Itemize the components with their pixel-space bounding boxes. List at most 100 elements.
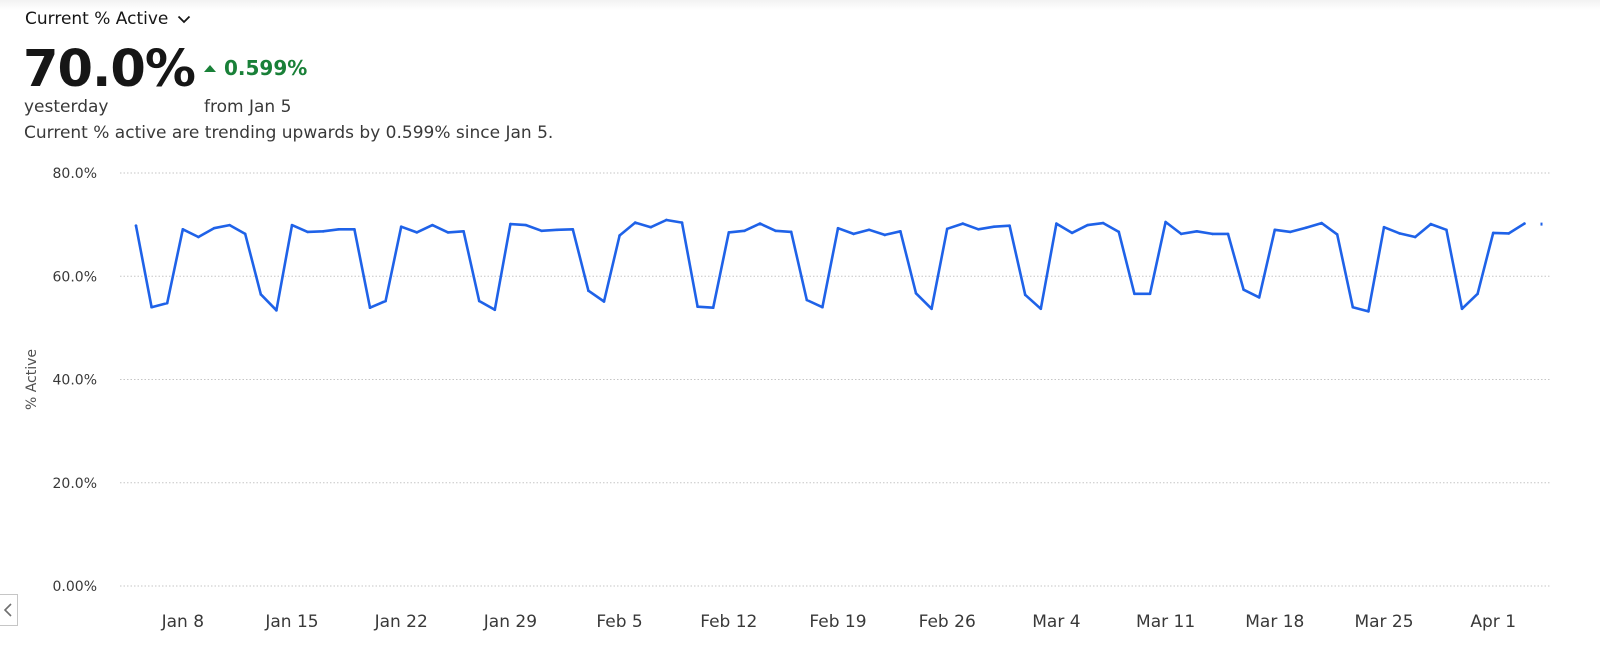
data-point bbox=[899, 230, 902, 233]
chevron-down-icon bbox=[178, 15, 191, 24]
data-point bbox=[165, 301, 169, 305]
data-point bbox=[1367, 310, 1370, 313]
data-point bbox=[384, 299, 387, 303]
metric-selector-label: Current % Active bbox=[25, 9, 169, 29]
x-tick-label: Mar 18 bbox=[1245, 612, 1304, 632]
data-point bbox=[446, 231, 450, 234]
data-point bbox=[1195, 230, 1199, 233]
data-point bbox=[1476, 292, 1479, 296]
data-point bbox=[883, 233, 887, 237]
data-point bbox=[290, 223, 294, 227]
data-point bbox=[306, 230, 309, 234]
data-point bbox=[524, 223, 528, 227]
delta-value: 0.599% bbox=[224, 56, 308, 80]
data-point bbox=[181, 227, 185, 231]
metric-selector[interactable]: Current % Active bbox=[25, 9, 192, 29]
data-point bbox=[1413, 235, 1417, 239]
y-axis-label: % Active bbox=[24, 349, 40, 410]
data-point bbox=[945, 227, 949, 231]
data-point bbox=[493, 308, 497, 312]
data-point bbox=[1398, 232, 1401, 235]
data-point bbox=[1039, 307, 1043, 311]
data-point bbox=[961, 222, 965, 225]
data-point bbox=[914, 291, 918, 295]
data-point bbox=[1460, 307, 1464, 311]
data-point bbox=[134, 224, 138, 227]
data-point bbox=[1117, 230, 1121, 234]
data-point bbox=[1023, 293, 1027, 297]
data-point bbox=[1226, 232, 1230, 236]
value-caption: yesterday bbox=[24, 97, 109, 117]
top-shadow bbox=[0, 0, 1600, 10]
data-point bbox=[321, 230, 325, 233]
data-point bbox=[509, 222, 512, 226]
data-point bbox=[1523, 222, 1526, 225]
line-chart: 0.00% 20.0% 40.0% 60.0% 80.0% % Active Jan 8 Ja… bbox=[24, 166, 1550, 632]
data-point bbox=[540, 229, 543, 233]
data-point bbox=[1320, 221, 1323, 225]
data-point bbox=[852, 232, 855, 236]
data-point bbox=[337, 227, 341, 231]
y-tick-label: 40.0% bbox=[53, 373, 97, 389]
data-point bbox=[1055, 222, 1058, 225]
data-point bbox=[399, 225, 403, 228]
data-point bbox=[1273, 228, 1277, 232]
x-tick-label: Feb 5 bbox=[596, 612, 642, 632]
data-point bbox=[243, 232, 247, 236]
x-tick-label: Apr 1 bbox=[1470, 612, 1516, 632]
data-point bbox=[571, 227, 575, 231]
data-point bbox=[805, 298, 809, 302]
x-tick-label: Mar 4 bbox=[1032, 612, 1080, 632]
x-tick-label: Jan 8 bbox=[161, 612, 204, 632]
x-tick-label: Feb 19 bbox=[809, 612, 866, 632]
data-point bbox=[1008, 224, 1011, 227]
x-tick-label: Feb 12 bbox=[700, 612, 757, 632]
trend-description: Current % active are trending upwards by… bbox=[24, 123, 554, 143]
data-point bbox=[680, 221, 684, 224]
delta-badge: 0.599% bbox=[204, 56, 307, 80]
data-point bbox=[555, 228, 559, 232]
back-button[interactable] bbox=[0, 594, 18, 626]
data-point bbox=[1335, 233, 1339, 236]
data-point bbox=[197, 235, 200, 239]
data-point bbox=[212, 226, 216, 230]
data-point bbox=[587, 289, 590, 293]
data-point bbox=[353, 227, 356, 231]
data-point bbox=[1507, 232, 1511, 235]
data-point bbox=[150, 305, 153, 309]
data-point bbox=[789, 230, 793, 234]
x-tick-label: Jan 22 bbox=[374, 612, 428, 632]
data-point bbox=[665, 218, 668, 222]
data-point bbox=[415, 231, 419, 234]
data-point bbox=[228, 223, 231, 227]
data-point bbox=[774, 229, 777, 233]
data-point bbox=[368, 306, 372, 310]
data-point bbox=[727, 231, 731, 234]
current-value: 70.0% bbox=[23, 40, 196, 99]
data-point bbox=[1445, 228, 1448, 232]
x-tick-label: Mar 25 bbox=[1354, 612, 1413, 632]
data-point bbox=[1179, 232, 1183, 236]
data-point bbox=[821, 305, 824, 309]
delta-caption: from Jan 5 bbox=[204, 97, 292, 117]
data-point bbox=[633, 221, 637, 224]
x-tick-label: Mar 11 bbox=[1136, 612, 1195, 632]
data-point bbox=[1429, 222, 1433, 226]
data-point bbox=[1086, 223, 1089, 227]
data-point bbox=[259, 293, 263, 296]
x-tick-label: Jan 29 bbox=[483, 612, 537, 632]
data-point bbox=[992, 225, 996, 228]
data-point bbox=[836, 226, 840, 230]
series-line bbox=[134, 218, 1526, 313]
data-point bbox=[696, 305, 699, 309]
y-tick-label: 20.0% bbox=[53, 476, 97, 492]
data-point bbox=[275, 309, 278, 312]
data-point bbox=[1148, 292, 1152, 296]
y-tick-label: 80.0% bbox=[53, 166, 97, 182]
data-point bbox=[1382, 225, 1386, 229]
data-point bbox=[930, 307, 933, 311]
data-point bbox=[1289, 230, 1292, 234]
data-point bbox=[1101, 221, 1105, 225]
data-point bbox=[1257, 296, 1261, 299]
data-point bbox=[743, 229, 746, 233]
